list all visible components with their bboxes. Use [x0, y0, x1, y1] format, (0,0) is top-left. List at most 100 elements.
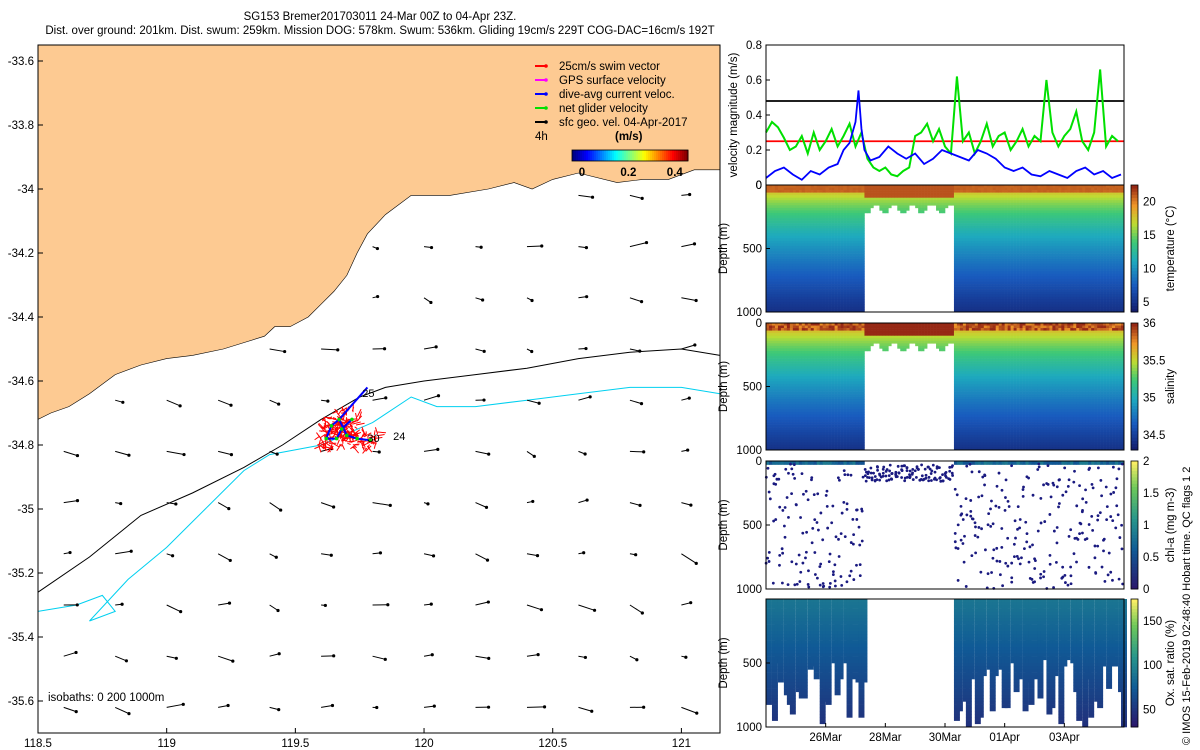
section-cell	[1034, 233, 1038, 237]
section-cell	[780, 263, 785, 267]
section-cell	[1097, 210, 1101, 214]
section-cell	[1031, 215, 1035, 219]
section-cell	[855, 284, 859, 287]
section-cell	[1028, 251, 1032, 254]
section-cell	[1019, 200, 1023, 204]
section-cell	[798, 192, 803, 196]
section-cell	[1022, 230, 1026, 234]
section-cell	[977, 233, 982, 237]
section-cell	[1088, 261, 1092, 265]
section-cell	[828, 192, 832, 196]
section-cell	[1091, 245, 1095, 249]
section-cell	[825, 258, 829, 262]
section-cell	[897, 200, 901, 204]
section-cell	[846, 202, 850, 206]
section-cell	[1013, 200, 1017, 204]
section-cell	[980, 235, 985, 239]
section-cell	[1067, 248, 1071, 252]
section-cell	[807, 304, 812, 308]
section-cell	[831, 230, 835, 234]
section-cell	[816, 273, 820, 277]
section-cell	[989, 207, 994, 211]
section-cell	[1028, 266, 1032, 270]
section-cell	[1061, 228, 1065, 232]
section-cell	[780, 276, 785, 280]
section-cell	[1013, 212, 1017, 216]
section-cell	[816, 306, 820, 310]
section-cell	[968, 205, 973, 209]
section-cell	[771, 248, 776, 252]
section-cell	[956, 286, 961, 290]
section-cell	[1031, 261, 1035, 265]
section-cell	[828, 309, 832, 313]
section-cell	[918, 210, 922, 214]
section-cell	[956, 210, 961, 214]
section-cell	[1052, 263, 1056, 267]
section-cell	[789, 210, 794, 214]
section-cell	[942, 200, 946, 204]
section-cell	[777, 251, 782, 254]
section-cell	[780, 266, 785, 270]
section-cell	[1082, 306, 1086, 310]
section-cell	[786, 185, 791, 188]
section-cell	[798, 268, 803, 272]
section-cell	[864, 190, 868, 193]
section-cell	[810, 296, 815, 300]
section-cell	[846, 220, 850, 224]
section-cell	[858, 251, 862, 254]
section-cell	[813, 185, 818, 188]
section-cell	[1010, 294, 1014, 298]
colorbar-tick-label: 0.4	[667, 167, 684, 179]
section-cell	[1028, 197, 1032, 201]
section-cell	[1025, 192, 1029, 196]
section-cell	[786, 263, 791, 267]
section-cell	[810, 200, 815, 204]
section-cell	[780, 296, 785, 300]
colorbar-swatch	[596, 150, 599, 161]
section-cell	[822, 220, 826, 224]
section-cell	[810, 212, 815, 216]
section-cell	[1013, 253, 1017, 257]
section-cell	[828, 294, 832, 298]
section-cell	[1007, 215, 1011, 219]
section-cell	[858, 200, 862, 204]
section-cell	[992, 220, 997, 224]
section-cell	[834, 306, 838, 310]
swim-vector	[332, 429, 338, 438]
section-cell	[1076, 215, 1080, 219]
section-cell	[828, 225, 832, 229]
section-cell	[1058, 256, 1062, 259]
section-cell	[777, 291, 782, 295]
section-cell	[771, 296, 776, 300]
section-cell	[798, 289, 803, 292]
section-cell	[965, 296, 970, 300]
section-cell	[864, 205, 868, 209]
section-cell	[983, 190, 988, 193]
section-cell	[1025, 309, 1029, 313]
section-cell	[777, 253, 782, 257]
section-cell	[1001, 304, 1005, 308]
section-cell	[965, 273, 970, 277]
section-cell	[804, 266, 809, 270]
section-cell	[989, 299, 994, 303]
section-cell	[786, 212, 791, 216]
section-cell	[1007, 281, 1011, 285]
section-cell	[840, 296, 844, 300]
section-cell	[819, 273, 823, 277]
section-cell	[995, 284, 999, 287]
section-cell	[846, 284, 850, 287]
section-cell	[843, 197, 847, 201]
section-cell	[786, 190, 791, 193]
section-cell	[1028, 200, 1032, 204]
section-cell	[921, 190, 925, 193]
section-cell	[1085, 289, 1089, 292]
section-cell	[1016, 245, 1020, 249]
section-cell	[864, 185, 868, 188]
section-cell	[1040, 202, 1044, 206]
section-cell	[813, 304, 818, 308]
section-cell	[1079, 200, 1083, 204]
section-cell	[822, 233, 826, 237]
section-cell	[807, 268, 812, 272]
section-cell	[780, 306, 785, 310]
section-cell	[1013, 296, 1017, 300]
